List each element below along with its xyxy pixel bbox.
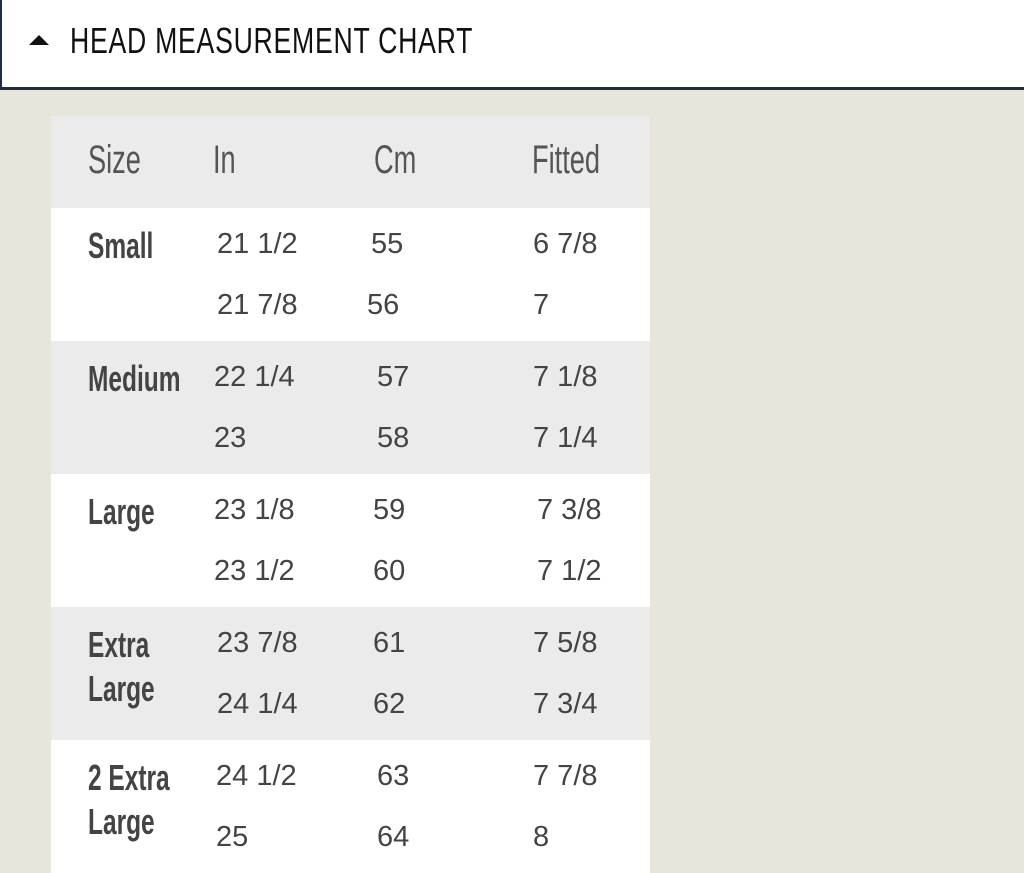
inches-value: 23 1/8 <box>214 494 295 526</box>
fitted-value: 7 3/8 <box>537 494 602 526</box>
size-label: Medium <box>88 358 181 399</box>
fitted-value: 6 7/8 <box>533 228 598 260</box>
column-header-cm: Cm <box>374 138 417 182</box>
table-row: Large 23 1/8 59 7 3/8 23 1/2 60 7 1/2 <box>51 474 650 607</box>
table-row: Medium 22 1/4 57 7 1/8 23 58 7 1/4 <box>51 341 650 474</box>
column-header-size: Size <box>88 138 141 182</box>
size-label: 2 Extra Large <box>88 757 170 842</box>
fitted-value: 8 <box>533 821 550 853</box>
cm-value: 62 <box>373 688 406 720</box>
fitted-value: 7 7/8 <box>533 760 598 792</box>
size-label: Small <box>88 225 154 266</box>
fitted-value: 7 5/8 <box>533 627 598 659</box>
size-label: Large <box>88 491 155 532</box>
table-row: 2 Extra Large 24 1/2 63 7 7/8 25 64 8 <box>51 740 650 873</box>
inches-value: 25 <box>216 821 249 853</box>
size-label: Extra Large <box>88 624 155 709</box>
cm-value: 57 <box>377 361 410 393</box>
cm-value: 64 <box>377 821 410 853</box>
cm-value: 58 <box>377 422 410 454</box>
size-table: Size In Cm Fitted Small 21 1/2 55 6 7/8 21 7… <box>51 116 650 873</box>
accordion-header[interactable]: HEAD MEASUREMENT CHART <box>0 0 1024 90</box>
column-header-in: In <box>213 138 236 182</box>
accordion-title: HEAD MEASUREMENT CHART <box>70 20 474 61</box>
inches-value: 24 1/4 <box>217 688 298 720</box>
inches-value: 24 1/2 <box>216 760 297 792</box>
cm-value: 60 <box>373 555 406 587</box>
cm-value: 55 <box>371 228 404 260</box>
table-row: Small 21 1/2 55 6 7/8 21 7/8 56 7 <box>51 208 650 341</box>
fitted-value: 7 1/8 <box>533 361 598 393</box>
inches-value: 22 1/4 <box>214 361 295 393</box>
caret-up-icon[interactable] <box>29 35 49 45</box>
fitted-value: 7 1/2 <box>537 555 602 587</box>
inches-value: 21 7/8 <box>217 289 298 321</box>
inches-value: 23 1/2 <box>214 555 295 587</box>
inches-value: 23 <box>214 422 247 454</box>
fitted-value: 7 <box>533 289 550 321</box>
inches-value: 21 1/2 <box>217 228 298 260</box>
inches-value: 23 7/8 <box>217 627 298 659</box>
cm-value: 61 <box>373 627 406 659</box>
cm-value: 63 <box>377 760 410 792</box>
table-row: Extra Large 23 7/8 61 7 5/8 24 1/4 62 7 3/4 <box>51 607 650 740</box>
fitted-value: 7 1/4 <box>533 422 598 454</box>
table-header: Size In Cm Fitted <box>51 116 650 208</box>
column-header-fitted: Fitted <box>532 138 601 182</box>
fitted-value: 7 3/4 <box>533 688 598 720</box>
cm-value: 59 <box>373 494 406 526</box>
cm-value: 56 <box>367 289 400 321</box>
